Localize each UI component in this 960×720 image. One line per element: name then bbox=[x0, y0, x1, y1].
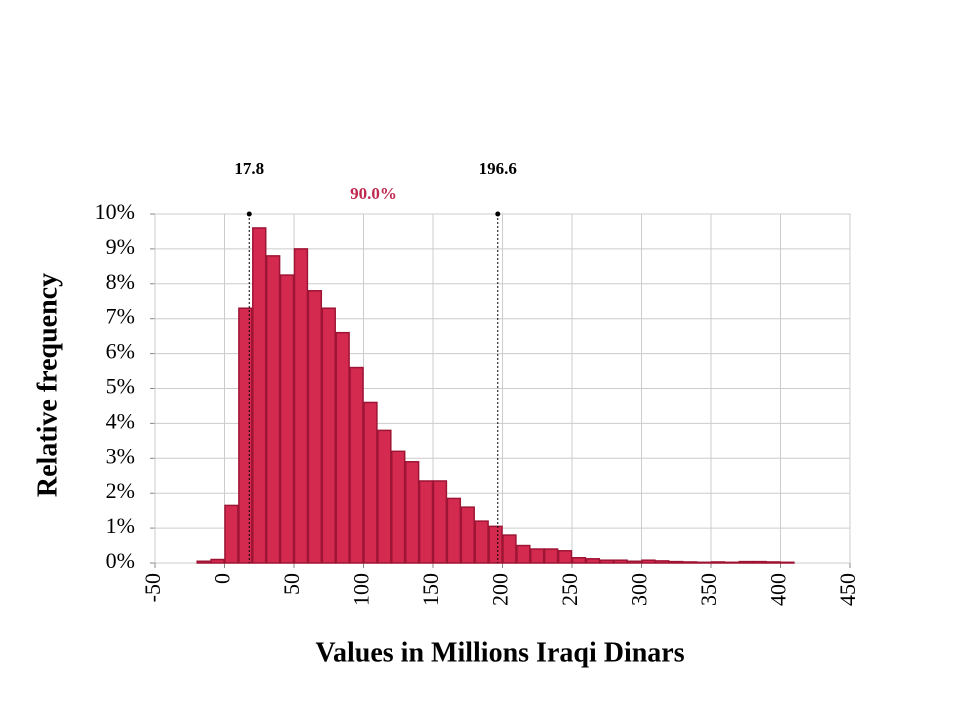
x-tick-label: 250 bbox=[557, 573, 582, 606]
interval-label: 90.0% bbox=[350, 184, 397, 203]
bar bbox=[446, 497, 462, 564]
bar bbox=[724, 561, 740, 564]
marker-dot bbox=[246, 211, 252, 217]
bar bbox=[224, 504, 239, 564]
y-tick-label: 7% bbox=[106, 304, 135, 329]
x-axis-title: Values in Millions Iraqi Dinars bbox=[315, 637, 684, 668]
bar bbox=[557, 550, 573, 564]
bar bbox=[335, 331, 350, 564]
bar bbox=[418, 480, 434, 564]
bar bbox=[502, 534, 517, 564]
y-axis-title: Relative frequency bbox=[32, 273, 63, 497]
bar bbox=[391, 450, 406, 564]
y-tick-label: 8% bbox=[106, 269, 135, 294]
bar bbox=[669, 560, 684, 564]
y-tick-label: 2% bbox=[106, 478, 135, 503]
bar bbox=[377, 429, 392, 564]
y-tick-label: 3% bbox=[106, 443, 135, 468]
x-tick-label: 300 bbox=[627, 573, 652, 606]
bar bbox=[627, 560, 642, 564]
x-tick-label: 400 bbox=[766, 573, 791, 606]
y-tick-label: 0% bbox=[106, 548, 135, 573]
marker-dot bbox=[495, 211, 501, 217]
bar bbox=[252, 227, 267, 564]
bar bbox=[752, 560, 767, 564]
x-tick-label: 350 bbox=[696, 573, 721, 606]
bar bbox=[321, 307, 336, 564]
x-tick-label: 100 bbox=[349, 573, 374, 606]
y-tick-label: 6% bbox=[106, 339, 135, 364]
bar bbox=[474, 520, 489, 564]
bar bbox=[655, 560, 670, 564]
bar bbox=[710, 561, 726, 564]
bar bbox=[265, 255, 281, 564]
x-tick-label: 50 bbox=[279, 573, 304, 595]
x-tick-label: 200 bbox=[488, 573, 513, 606]
y-tick-label: 9% bbox=[106, 234, 135, 259]
bar bbox=[641, 559, 656, 564]
marker-label: 196.6 bbox=[479, 159, 517, 178]
bar bbox=[307, 290, 323, 564]
bar bbox=[488, 525, 503, 564]
bar bbox=[613, 559, 628, 564]
x-tick-label: -50 bbox=[140, 573, 165, 602]
bar bbox=[460, 506, 475, 564]
bar bbox=[293, 248, 309, 564]
bar bbox=[279, 274, 295, 564]
y-tick-label: 4% bbox=[106, 408, 135, 433]
bar bbox=[349, 366, 364, 564]
bar bbox=[585, 558, 601, 564]
bar bbox=[238, 307, 253, 564]
bar bbox=[543, 548, 559, 564]
bar bbox=[599, 559, 614, 564]
x-tick-label: 0 bbox=[210, 573, 235, 584]
bar bbox=[363, 401, 378, 564]
y-tick-label: 5% bbox=[106, 374, 135, 399]
bar bbox=[432, 480, 448, 564]
bar bbox=[530, 548, 545, 564]
bar bbox=[404, 461, 420, 564]
bar bbox=[196, 560, 211, 564]
bar bbox=[696, 561, 712, 564]
x-tick-label: 150 bbox=[418, 573, 443, 606]
y-tick-label: 10% bbox=[95, 199, 135, 224]
x-tick-label: 450 bbox=[835, 573, 860, 606]
bar bbox=[766, 561, 781, 564]
bar bbox=[682, 561, 698, 564]
y-tick-label: 1% bbox=[106, 513, 135, 538]
bar bbox=[571, 557, 587, 564]
bar bbox=[210, 558, 225, 564]
bar bbox=[738, 560, 753, 564]
bar bbox=[780, 561, 795, 564]
bar bbox=[516, 544, 531, 564]
marker-label: 17.8 bbox=[234, 159, 264, 178]
